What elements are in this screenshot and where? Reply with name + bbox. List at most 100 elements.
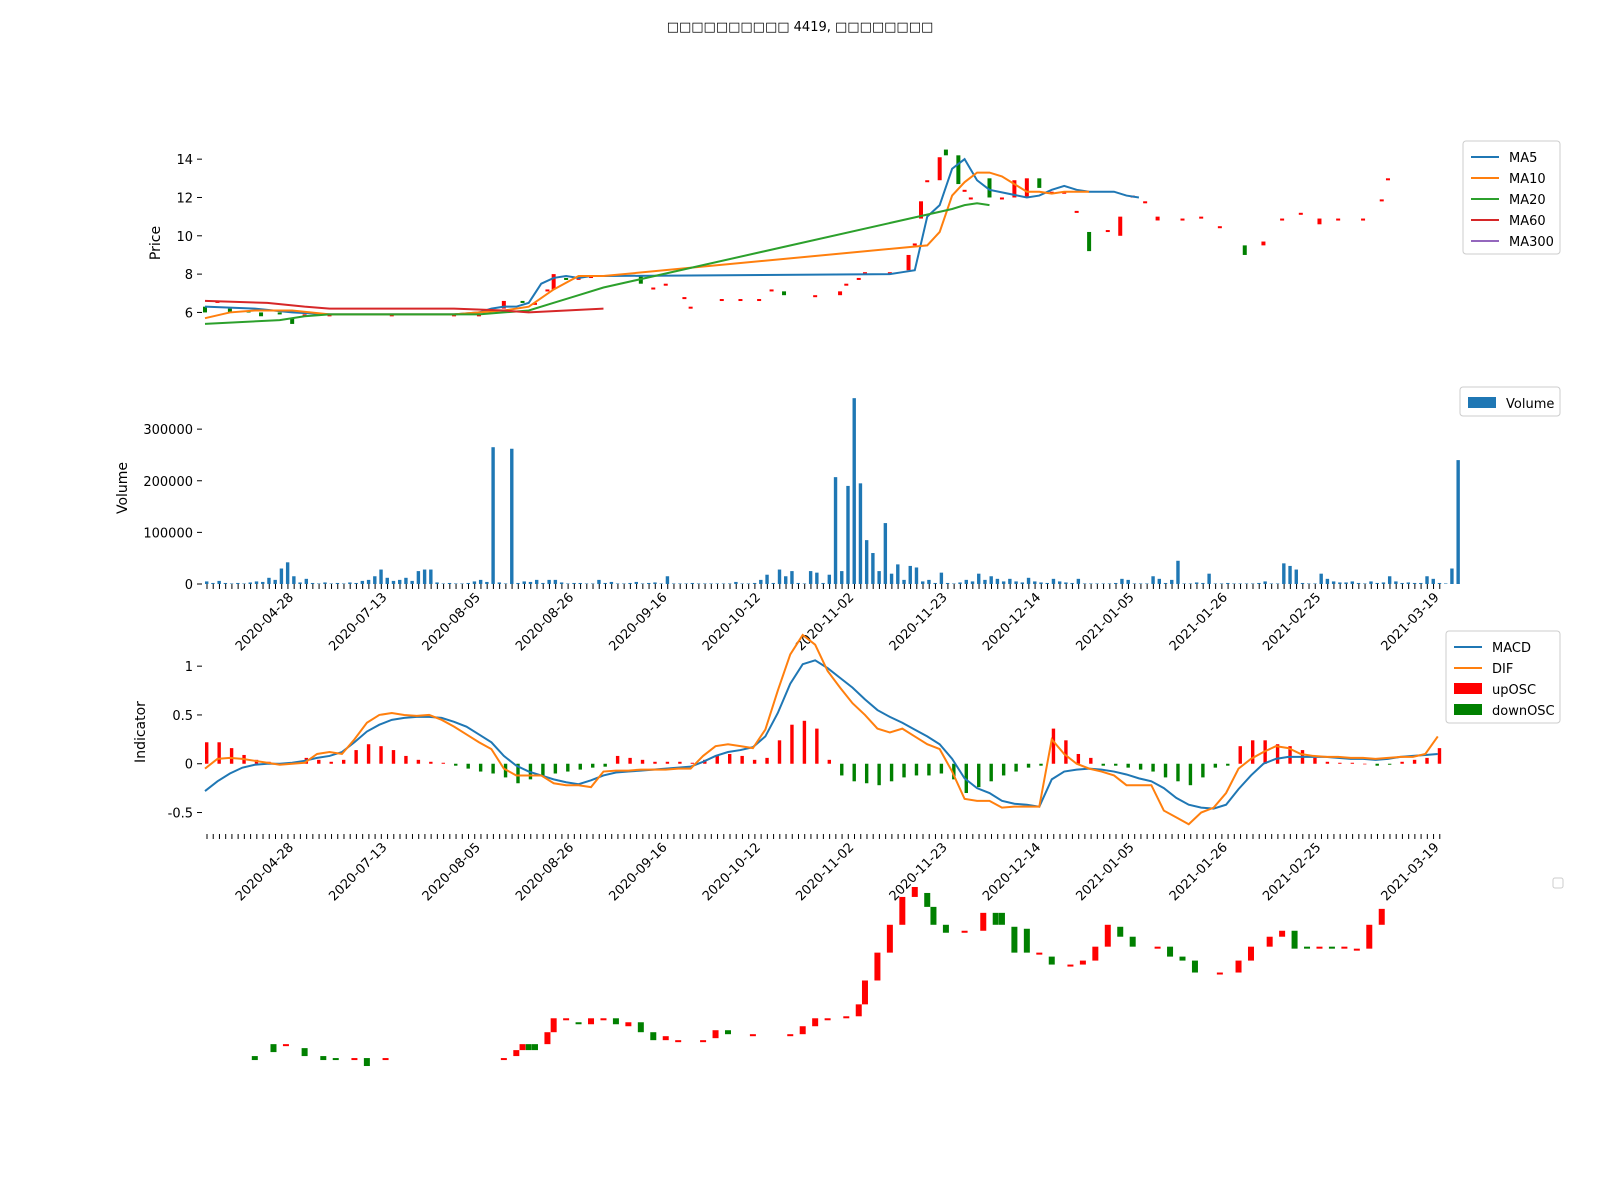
step-candle bbox=[1117, 926, 1124, 937]
step-candle bbox=[700, 1040, 707, 1043]
step-candle bbox=[843, 1016, 850, 1019]
up-osc-bar bbox=[1250, 740, 1255, 764]
step-candle bbox=[519, 1044, 526, 1051]
down-osc-bar bbox=[1163, 763, 1168, 778]
volume-bar bbox=[1244, 583, 1249, 584]
volume-bar bbox=[597, 579, 601, 584]
down-osc-bar bbox=[902, 763, 906, 778]
x-tick-label: 2020-12-14 bbox=[980, 840, 1044, 904]
volume-bar bbox=[285, 562, 290, 584]
volume-bar bbox=[1039, 582, 1043, 584]
up-osc-bar bbox=[341, 759, 346, 764]
down-osc-bar bbox=[1201, 763, 1205, 778]
step-candle bbox=[513, 1050, 520, 1057]
price-candle bbox=[1105, 230, 1110, 233]
volume-bar bbox=[441, 583, 445, 584]
step-candle bbox=[861, 980, 868, 1005]
volume-bar bbox=[1219, 583, 1224, 584]
x-tick-label: 2021-02-25 bbox=[1260, 590, 1324, 654]
volume-bar bbox=[1288, 565, 1292, 584]
volume-bar bbox=[435, 582, 439, 584]
price-step-panel bbox=[251, 877, 1564, 1067]
volume-panel: 0 100000 200000 300000 Volume 2020-04-28 2020-… bbox=[115, 386, 1561, 654]
price-candle bbox=[1317, 218, 1322, 225]
price-candle bbox=[1118, 216, 1123, 236]
price-candle bbox=[962, 189, 967, 192]
step-candle bbox=[1291, 930, 1298, 949]
x-tick-label: 2020-11-02 bbox=[793, 840, 857, 904]
volume-bar bbox=[298, 582, 302, 584]
step-candle bbox=[575, 1022, 582, 1025]
volume-bar bbox=[1070, 582, 1074, 584]
up-osc-bar bbox=[1275, 744, 1280, 764]
volume-bar bbox=[1138, 583, 1143, 584]
down-osc-bar bbox=[1039, 763, 1043, 766]
down-osc-bar bbox=[840, 763, 844, 776]
x-tick-label: 2020-10-12 bbox=[700, 590, 764, 654]
volume-bar bbox=[572, 582, 576, 584]
legend-label: MA300 bbox=[1509, 235, 1554, 250]
price-candle bbox=[545, 289, 550, 292]
volume-bar bbox=[765, 574, 769, 584]
volume-bar bbox=[1045, 582, 1049, 584]
volume-bar bbox=[852, 398, 856, 584]
volume-bar bbox=[615, 583, 620, 584]
legend-label: MA60 bbox=[1509, 214, 1546, 229]
volume-bar bbox=[727, 583, 732, 584]
volume-bar bbox=[1151, 576, 1155, 584]
volume-bar bbox=[740, 583, 744, 584]
step-candle bbox=[886, 924, 893, 953]
volume-bar bbox=[1450, 568, 1454, 584]
price-candle bbox=[1242, 245, 1247, 255]
price-candle bbox=[925, 180, 930, 183]
price-candle bbox=[1336, 218, 1341, 221]
volume-bar bbox=[777, 569, 782, 584]
volume-bar bbox=[1257, 582, 1261, 584]
macd-panel: -0.5 0 0.5 1 Indicator 2020-04-28 2020-07-13 20… bbox=[133, 630, 1561, 904]
volume-bar bbox=[752, 582, 757, 584]
volume-bar bbox=[840, 571, 844, 584]
volume-bar bbox=[1356, 582, 1361, 584]
volume-bar bbox=[759, 579, 763, 584]
price-candle bbox=[844, 283, 849, 286]
step-candle bbox=[799, 1026, 806, 1035]
step-candle bbox=[1247, 946, 1254, 961]
volume-bar bbox=[1275, 583, 1280, 584]
volume-bar bbox=[1394, 581, 1398, 584]
volume-bar bbox=[678, 583, 682, 584]
volume-bar bbox=[578, 582, 582, 584]
volume-bar bbox=[1170, 579, 1174, 584]
volume-bar bbox=[217, 580, 221, 584]
up-osc-bar bbox=[354, 750, 358, 764]
down-osc-bar bbox=[591, 763, 595, 768]
step-candle bbox=[550, 1018, 557, 1033]
up-osc-bar bbox=[1400, 761, 1404, 764]
volume-bar bbox=[1313, 583, 1317, 584]
up-osc-bar bbox=[690, 762, 695, 764]
volume-bar bbox=[360, 580, 365, 584]
x-tick-label: 2021-01-05 bbox=[1073, 840, 1137, 904]
volume-bar bbox=[1431, 578, 1435, 584]
volume-bar bbox=[1375, 582, 1379, 584]
price-candle bbox=[551, 274, 556, 290]
step-candle bbox=[824, 1018, 831, 1021]
down-osc-bar bbox=[1114, 763, 1118, 766]
price-candle bbox=[1361, 218, 1366, 221]
volume-bar bbox=[1444, 583, 1448, 584]
price-candle bbox=[757, 299, 762, 302]
price-panel: 6 8 10 12 14 Price MA5 MA10 MA20 MA60 MA300 bbox=[148, 140, 1561, 325]
volume-bar bbox=[1076, 578, 1081, 584]
volume-bar bbox=[1145, 583, 1149, 584]
up-osc-bar bbox=[777, 740, 782, 764]
volume-bar bbox=[385, 577, 389, 584]
volume-bar bbox=[927, 579, 931, 584]
volume-bar bbox=[902, 579, 906, 584]
volume-bar bbox=[821, 582, 825, 584]
down-osc-bar bbox=[1026, 763, 1031, 768]
volume-bar bbox=[1238, 583, 1242, 584]
volume-bar bbox=[715, 583, 719, 584]
volume-bar bbox=[1201, 582, 1205, 584]
up-osc-bar bbox=[366, 744, 371, 764]
price-candle bbox=[912, 243, 917, 246]
up-osc-bar bbox=[1412, 759, 1417, 764]
